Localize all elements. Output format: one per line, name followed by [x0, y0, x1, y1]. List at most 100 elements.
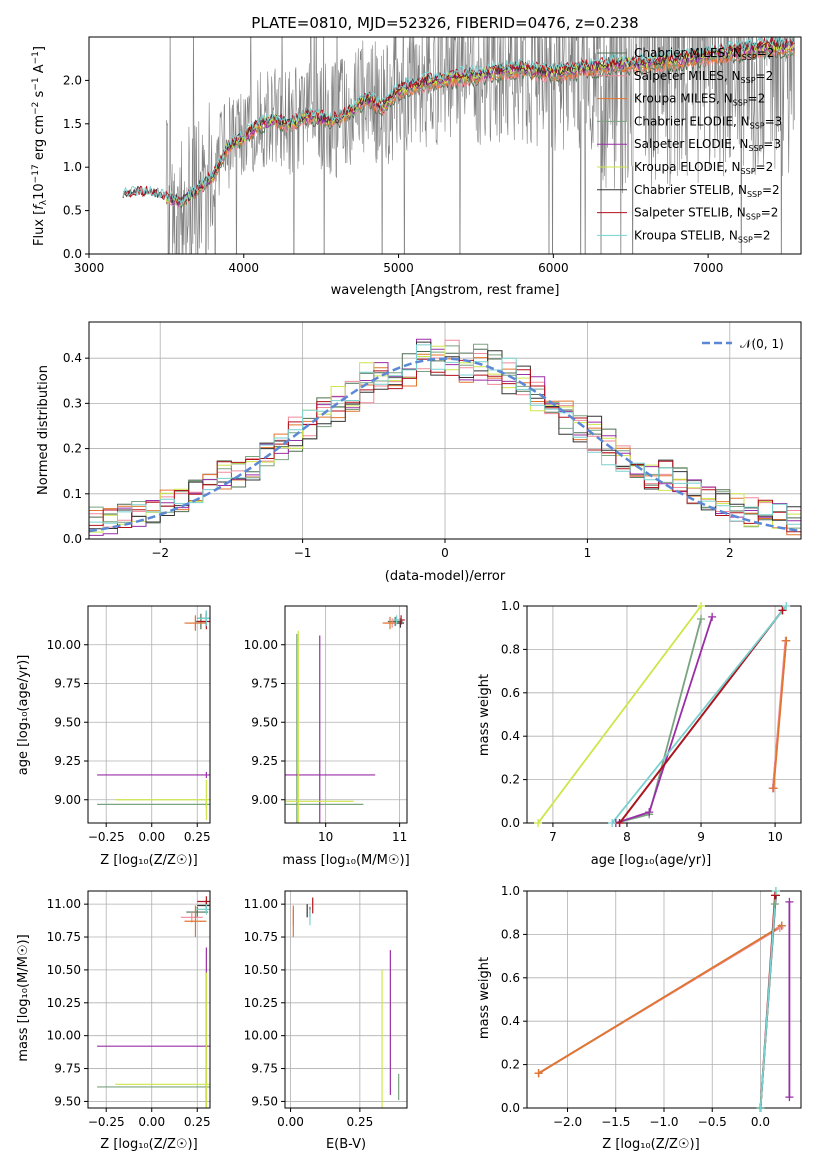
spectrum-xtick-label: 4000	[229, 261, 260, 275]
spectrum-legend-label-1: Salpeter MILES, NSSP=2	[634, 69, 773, 85]
ebv-mass-ytick-label: 10.50	[244, 963, 278, 977]
z-weight-line-8	[759, 891, 777, 1108]
age-weight-marker-7	[615, 819, 624, 827]
z-age-xtick-label: 0.00	[138, 830, 165, 844]
ebv-mass-ytick-label: 11.00	[244, 897, 278, 911]
ebv-mass-xlabel: E(B-V)	[326, 1137, 366, 1152]
residuals-xtick-label: −1	[294, 546, 312, 560]
z-weight-xlabel: Z [log₁₀(Z/Z☉)]	[602, 1137, 699, 1152]
z-weight-ytick-label: 0.6	[501, 971, 520, 985]
spectrum-axes: 3000 4000 5000 6000 7000 0.0 0.5 1.0 1.5 2.0 Chabr…	[63, 36, 802, 275]
z-weight-marker-8	[756, 1104, 765, 1112]
spectrum-xlabel: wavelength [Angstrom, rest frame]	[331, 283, 560, 298]
mass-age-ytick-label: 9.00	[251, 793, 278, 807]
residuals-gauss-line	[89, 357, 801, 533]
mass-age-axes: 10 11 9.00 9.25 9.50 9.75 10.00	[244, 605, 408, 844]
z-mass-frame	[87, 890, 211, 1109]
spectrum-legend-label-6: Chabrier STELIB, NSSP=2	[634, 183, 780, 199]
mass-age-xtick-label: 10	[318, 830, 333, 844]
spectrum-legend-label-4: Salpeter ELODIE, NSSP=3	[634, 137, 781, 153]
residuals-xtick-label: 1	[584, 546, 592, 560]
z-weight-marker-2	[534, 1069, 543, 1078]
spectrum-ytick-label: 2.0	[63, 73, 82, 87]
z-age-ylabel: age [log₁₀(age/yr)]	[16, 655, 31, 776]
ebv-mass-ytick-label: 10.75	[244, 930, 278, 944]
spectrum-legend-label-2: Kroupa MILES, NSSP=2	[634, 92, 765, 108]
spectrum-data-line	[122, 37, 795, 254]
z-age-ytick-label: 9.75	[54, 677, 81, 691]
age-weight-marker-7	[778, 606, 787, 615]
z-weight-marker-2	[777, 921, 786, 930]
age-weight-ytick-label: 0.2	[501, 773, 520, 787]
residuals-ytick-label: 0.1	[63, 487, 82, 501]
residuals-xtick-label: 0	[441, 546, 449, 560]
z-weight-ytick-label: 0.8	[501, 927, 520, 941]
z-age-xlabel: Z [log₁₀(Z/Z☉)]	[100, 853, 197, 868]
z-mass-ytick-label: 10.75	[47, 930, 81, 944]
z-age-axes: −0.25 0.00 0.25 9.00 9.25 9.50 9.75 10.00	[47, 605, 211, 844]
spectrum-xtick-label: 7000	[693, 261, 724, 275]
z-weight-line-2	[538, 924, 783, 1075]
ebv-mass-ytick-label: 9.75	[251, 1062, 278, 1076]
z-weight-ytick-label: 1.0	[501, 884, 520, 898]
ebv-mass-axes: 0.00 0.25 9.50 9.75 10.00 10.25 10.50 10.75 11.0…	[244, 890, 408, 1129]
z-age-xtick-label: 0.25	[184, 830, 211, 844]
z-mass-ytick-label: 9.50	[54, 1094, 81, 1108]
z-weight-marker-4	[785, 897, 794, 906]
mass-age-xtick-label: 11	[392, 830, 407, 844]
age-weight-xtick-label: 7	[549, 830, 557, 844]
residuals-axes: −2 −1 0 1 2 0.0 0.1 0.2 0.3 0.4	[63, 321, 802, 560]
z-mass-plot	[97, 896, 210, 1108]
mass-age-ytick-label: 9.50	[251, 715, 278, 729]
spectrum-legend-label-8: Kroupa STELIB, NSSP=2	[634, 228, 771, 244]
residuals-ylabel: Normed distribution	[36, 365, 51, 495]
z-weight-marker-4	[785, 1093, 794, 1102]
age-weight-ytick-label: 0.6	[501, 686, 520, 700]
z-mass-ytick-label: 11.00	[47, 897, 81, 911]
spectrum-legend-label-3: Chabrier ELODIE, NSSP=3	[634, 114, 782, 130]
spectrum-ylabel: Flux [fλ10−17 erg cm−2 s−1 A−1]	[31, 46, 49, 246]
z-weight-plot	[538, 891, 791, 1108]
residuals-ytick-label: 0.2	[63, 442, 82, 456]
age-weight-line-8	[611, 606, 787, 823]
z-age-ytick-label: 9.50	[54, 715, 81, 729]
mass-age-plot	[285, 615, 405, 823]
age-weight-ylabel: mass weight	[477, 674, 492, 756]
age-weight-line-5	[537, 606, 702, 823]
z-mass-axes: −0.25 0.00 0.25 9.50 9.75 10.00 10.25 10.50 10.7…	[47, 890, 211, 1129]
age-weight-line-2	[772, 640, 788, 789]
age-weight-marker-4	[708, 612, 717, 621]
spectrum-ytick-label: 1.5	[63, 117, 82, 131]
ebv-mass-ytick-label: 10.25	[244, 996, 278, 1010]
ebv-mass-plot	[292, 897, 400, 1108]
age-weight-marker-5	[534, 819, 543, 827]
z-weight-xtick-label: −1.0	[649, 1115, 678, 1129]
z-age-ytick-label: 10.00	[47, 638, 81, 652]
z-age-ytick-label: 9.25	[54, 754, 81, 768]
z-mass-ytick-label: 10.00	[47, 1029, 81, 1043]
age-weight-frame	[526, 605, 802, 824]
residuals-legend-label: 𝒩(0, 1)	[740, 337, 784, 351]
mass-age-ytick-label: 9.75	[251, 677, 278, 691]
spectrum-model-line-8	[122, 37, 795, 206]
z-weight-marker-3	[770, 900, 779, 909]
z-mass-xtick-label: 0.00	[138, 1115, 165, 1129]
age-weight-ytick-label: 0.8	[501, 642, 520, 656]
residuals-ytick-label: 0.0	[63, 532, 82, 546]
ebv-mass-ytick-label: 10.00	[244, 1029, 278, 1043]
age-weight-ytick-label: 0.4	[501, 729, 520, 743]
z-mass-ylabel: mass [log₁₀(M/M☉)]	[16, 934, 31, 1061]
age-weight-marker-8	[608, 819, 617, 827]
z-weight-ytick-label: 0.2	[501, 1058, 520, 1072]
age-weight-xtick-label: 10	[767, 830, 782, 844]
z-weight-xtick-label: 0.0	[751, 1115, 770, 1129]
z-weight-marker-7	[770, 891, 779, 900]
spectrum-ytick-label: 1.0	[63, 160, 82, 174]
age-weight-marker-5	[697, 602, 706, 610]
spectrum-frame	[88, 36, 802, 255]
z-mass-ytick-label: 10.50	[47, 963, 81, 977]
ebv-mass-xtick-label: 0.00	[277, 1115, 304, 1129]
z-mass-ytick-label: 9.75	[54, 1062, 81, 1076]
age-weight-axes: 7 8 9 10 0.0 0.2 0.4 0.6 0.8 1.0	[501, 599, 802, 844]
